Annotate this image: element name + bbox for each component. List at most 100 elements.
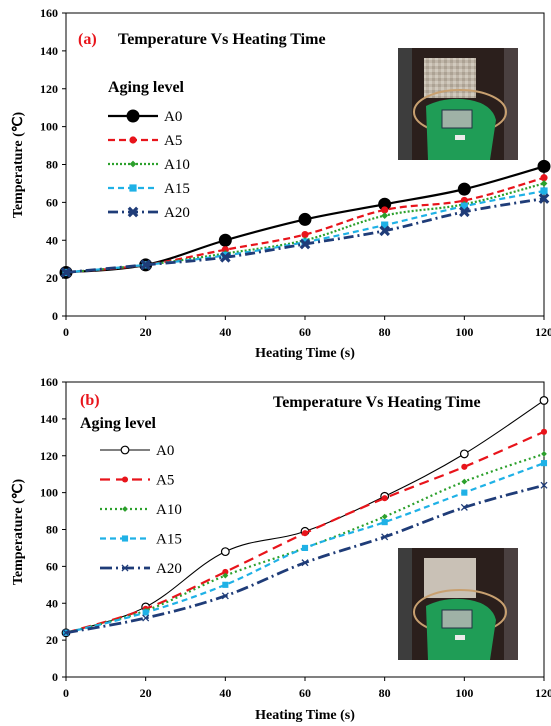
- panel-b-x-tick-label: 20: [140, 686, 152, 700]
- panel-a-y-tick-label: 80: [46, 158, 58, 172]
- panel-b-y-tick-label: 120: [40, 449, 58, 463]
- panel-a-data-point-a20: [140, 259, 151, 271]
- panel-a: (a) Temperature Vs Heating Time Heating …: [11, 6, 551, 361]
- panel-b-data-point-a15: [301, 544, 309, 551]
- panel-b-x-tick-label: 60: [299, 686, 311, 700]
- panel-b-data-point-a15: [461, 489, 468, 496]
- panel-a-y-tick-label: 100: [40, 120, 58, 134]
- panel-a-legend-label-a5: A5: [164, 133, 182, 149]
- panel-b-y-axis-label: Temperature (℃): [11, 479, 26, 586]
- panel-a-y-tick-label: 0: [52, 309, 58, 323]
- panel-b-data-point-a20: [142, 614, 150, 622]
- panel-a-data-point-a5: [460, 196, 468, 205]
- panel-a-photo-inset: [398, 48, 518, 160]
- panel-b-data-point-a10: [222, 572, 229, 579]
- panel-a-data-point-a10: [540, 180, 548, 187]
- panel-b-x-tick-label: 80: [379, 686, 391, 700]
- panel-a-x-tick-label: 80: [379, 325, 391, 339]
- panel-b-photo-inset: [398, 548, 518, 660]
- panel-b-data-point-a20: [301, 559, 309, 567]
- panel-b-data-point-a5: [461, 463, 468, 470]
- panel-b-legend-marker-a10: [122, 506, 128, 512]
- panel-a-x-tick-label: 0: [63, 325, 69, 339]
- panel-a-y-tick-label: 20: [46, 271, 58, 285]
- panel-b-data-point-a5: [540, 428, 548, 435]
- panel-b-data-point-a10: [461, 478, 468, 485]
- panel-a-y-tick-label: 160: [40, 6, 58, 20]
- panel-a-data-point-a5: [301, 230, 309, 239]
- panel-a-data-point-a20: [299, 238, 311, 250]
- panel-b-x-axis-label: Heating Time (s): [255, 708, 355, 723]
- panel-a-data-point-a15: [540, 187, 548, 195]
- panel-a-data-point-a20: [220, 251, 231, 263]
- panel-a-data-point-a0: [218, 233, 232, 247]
- panel-b-data-point-a0: [459, 449, 469, 459]
- panel-b-y-tick-label: 140: [40, 412, 58, 426]
- panel-a-data-point-a20: [538, 193, 550, 204]
- panel-a-x-axis-label: Heating Time (s): [255, 346, 355, 361]
- panel-a-x-tick-label: 100: [455, 325, 473, 339]
- panel-a-legend-label-a10: A10: [164, 157, 190, 173]
- panel-a-data-point-a5: [381, 206, 389, 214]
- panel-a-x-tick-label: 40: [219, 325, 231, 339]
- panel-b-data-point-a20: [460, 503, 468, 511]
- panel-b-y-tick-label: 80: [46, 523, 58, 537]
- panel-b-legend-label-a0: A0: [156, 443, 174, 459]
- panel-a-legend-label-a20: A20: [164, 205, 190, 221]
- panel-b-legend-label-a5: A5: [156, 473, 174, 489]
- panel-b-data-point-a10: [381, 513, 388, 520]
- panel-a-legend-marker-a10: [129, 160, 137, 168]
- panel-a-data-point-a5: [221, 246, 229, 254]
- panel-b-label: (b): [80, 392, 100, 409]
- panel-b-legend-label-a20: A20: [156, 561, 182, 577]
- panel-a-legend-marker-a15: [129, 184, 137, 192]
- panel-a-y-tick-label: 140: [40, 44, 58, 58]
- panel-b-legend-label-a10: A10: [156, 502, 182, 518]
- panel-a-y-tick-label: 120: [40, 82, 58, 96]
- panel-b-data-point-a5: [222, 568, 229, 575]
- panel-b-data-point-a5: [301, 530, 309, 537]
- panel-b-data-point-a10: [541, 451, 547, 457]
- panel-b-y-tick-label: 160: [40, 375, 58, 389]
- panel-a-legend-marker-a20: [127, 206, 139, 218]
- panel-b-legend-marker-a0: [120, 445, 130, 455]
- panel-a-legend-label-a15: A15: [164, 181, 190, 197]
- panel-a-x-tick-label: 60: [299, 325, 311, 339]
- panel-b-data-point-a20: [62, 629, 70, 637]
- panel-b-legend-title: Aging level: [80, 415, 157, 432]
- panel-a-x-tick-label: 20: [140, 325, 152, 339]
- panel-b-legend-marker-a20: [121, 564, 129, 572]
- panel-a-data-point-a15: [381, 221, 389, 229]
- panel-b-data-point-a20: [221, 592, 229, 600]
- panel-b-y-tick-label: 40: [46, 596, 58, 610]
- panel-b-x-tick-label: 120: [535, 686, 551, 700]
- panel-a-legend-title: Aging level: [108, 79, 185, 96]
- panel-a-y-axis-label: Temperature (℃): [11, 112, 26, 219]
- panel-b-legend-marker-a15: [121, 535, 129, 542]
- panel-a-y-tick-label: 60: [46, 195, 58, 209]
- panel-a-data-point-a20: [379, 225, 390, 237]
- panel-b-data-point-a15: [540, 460, 548, 467]
- panel-b-data-point-a0: [220, 547, 230, 557]
- panel-b-y-tick-label: 60: [46, 559, 58, 573]
- panel-b-data-point-a5: [381, 495, 388, 502]
- panel-b-legend-marker-a5: [121, 476, 129, 483]
- panel-a-x-tick-label: 120: [535, 325, 551, 339]
- panel-b-x-tick-label: 40: [219, 686, 231, 700]
- panel-a-legend-marker-a0: [126, 109, 140, 123]
- panel-b-data-point-a15: [381, 519, 388, 526]
- panel-b-x-tick-label: 0: [63, 686, 69, 700]
- panel-a-data-point-a0: [298, 212, 312, 226]
- panel-b-data-point-a20: [381, 533, 389, 541]
- panel-b-legend-label-a15: A15: [156, 532, 182, 548]
- panel-a-legend-label-a0: A0: [164, 109, 182, 125]
- panel-a-data-point-a20: [459, 206, 470, 218]
- panel-a-data-point-a20: [60, 267, 72, 278]
- panel-b-x-tick-label: 100: [455, 686, 473, 700]
- panel-b-title: Temperature Vs Heating Time: [273, 394, 481, 411]
- panel-b-data-point-a15: [142, 609, 149, 616]
- panel-a-data-point-a10: [381, 212, 389, 220]
- panel-a-y-tick-label: 40: [46, 233, 58, 247]
- panel-a-label: (a): [78, 31, 97, 48]
